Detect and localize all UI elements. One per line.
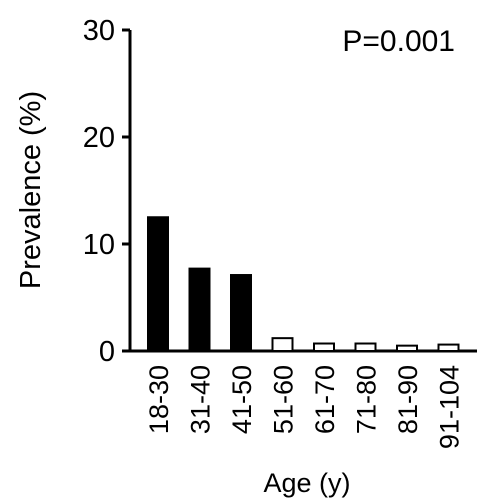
x-tick-label: 81-90	[393, 365, 423, 434]
x-tick-label: 41-50	[227, 365, 257, 434]
y-tick-label: 20	[83, 122, 115, 154]
p-value-annotation: P=0.001	[342, 25, 455, 58]
bar-61-70	[314, 344, 334, 351]
y-tick-label: 0	[99, 336, 115, 368]
x-axis-title: Age (y)	[263, 468, 350, 498]
x-tick-label: 18-30	[144, 365, 174, 434]
y-tick-label: 30	[83, 15, 115, 47]
x-tick-label: 91-104	[435, 365, 465, 449]
bar-51-60	[273, 338, 293, 351]
bar-31-40	[190, 269, 210, 351]
y-axis-title: Prevalence (%)	[15, 91, 47, 289]
plot-area: 0 10 20 30 18-30 31-40 41-50 51-60 61-70 71-80 81-…	[83, 15, 477, 449]
bar-18-30	[148, 217, 168, 351]
x-tick-label: 31-40	[186, 365, 216, 434]
y-tick-label: 10	[83, 229, 115, 261]
bar-41-50	[231, 275, 251, 351]
bar-81-90	[397, 346, 417, 351]
x-tick-label: 61-70	[310, 365, 340, 434]
bar-91-104	[439, 345, 459, 351]
bar-71-80	[356, 344, 376, 351]
x-tick-label: 51-60	[269, 365, 299, 434]
x-tick-label: 71-80	[352, 365, 382, 434]
